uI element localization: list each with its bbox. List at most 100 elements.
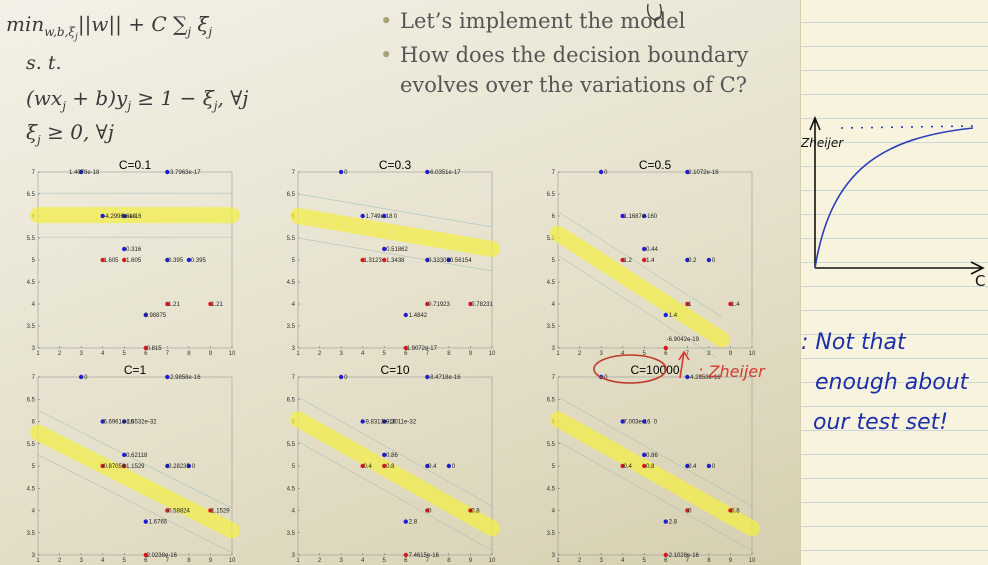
point-label: 0.28235	[168, 464, 190, 470]
blue-point	[663, 519, 668, 524]
plot-title: C=0.5	[639, 158, 672, 172]
point-label: 1.5532e-32	[126, 420, 157, 426]
y-tick-label: 4.5	[287, 280, 296, 286]
blue-point	[100, 419, 105, 424]
point-label: 0	[712, 464, 716, 470]
point-label: 1.2	[624, 258, 633, 264]
point-label: 0.8	[646, 464, 655, 470]
red-point	[403, 552, 408, 558]
svm-plot-svg: 1234567891033.544.555.566.570-4.2859e-16…	[547, 363, 760, 564]
point-label: 1.4842	[409, 313, 428, 319]
blue-point	[598, 169, 604, 175]
blue-point	[685, 169, 690, 175]
margin-line	[557, 255, 718, 358]
note-line-1: : Not that	[801, 330, 906, 355]
red-point	[100, 257, 105, 263]
blue-point	[642, 246, 647, 252]
red-point	[685, 508, 690, 513]
red-point	[165, 301, 170, 307]
margin-line	[557, 396, 753, 507]
point-label: 1.4	[669, 313, 678, 319]
point-label: -2.9858e-16	[168, 375, 201, 381]
point-label: 1.4078e-18	[69, 170, 100, 176]
blue-point	[186, 257, 192, 263]
red-point	[122, 257, 127, 263]
x-tick-label: 5	[383, 558, 387, 564]
plot-title: C=1	[124, 363, 147, 377]
point-label: -8.4718e-16	[428, 375, 461, 381]
point-label: 0	[604, 375, 608, 381]
y-tick-label: 3	[32, 346, 36, 352]
plot-c-10: 1234567891033.544.555.566.570-8.4718e-16…	[260, 363, 522, 565]
y-tick-label: 6.5	[287, 397, 296, 403]
x-tick-label: 4	[101, 558, 105, 564]
plot-title: C=10000	[630, 363, 679, 377]
x-tick-label: 1	[36, 558, 40, 564]
point-label: 1.3123	[364, 258, 383, 264]
red-point	[382, 257, 387, 263]
plot-title: C=0.3	[379, 158, 412, 172]
x-tick-label: 6	[664, 558, 668, 564]
y-tick-label: 5	[32, 464, 36, 470]
constraint-margin: (wxj + b)yj ≥ 1 − ξj, ∀j	[26, 86, 249, 113]
y-tick-label: 3.5	[287, 531, 296, 537]
y-tick-label: 3	[292, 553, 296, 559]
x-tick-label: 9	[469, 558, 473, 564]
point-label: 0	[428, 509, 432, 515]
x-tick-label: 7	[426, 558, 430, 564]
y-tick-label: 5.5	[287, 236, 296, 242]
x-tick-label: 10	[489, 351, 496, 357]
point-label: 1.21	[211, 302, 223, 308]
point-label: 2.0238e-16	[147, 553, 178, 559]
point-label: -4.2859e-16	[688, 375, 721, 381]
blue-point	[122, 213, 127, 219]
svm-plot-svg: 1234567891033.544.555.566.570-8.4718e-16…	[287, 363, 500, 564]
y-tick-label: 5	[552, 464, 556, 470]
point-label: 0.44	[646, 247, 658, 253]
point-label: 0.395	[191, 258, 207, 264]
y-tick-label: 3.5	[547, 324, 556, 330]
blue-point	[620, 213, 625, 219]
x-tick-label: 7	[686, 558, 690, 564]
x-tick-label: 7	[686, 351, 690, 357]
x-tick-label: 2	[58, 558, 62, 564]
point-label: 0.2	[688, 258, 697, 264]
y-tick-label: 6.5	[27, 192, 36, 198]
plot-title: C=10	[380, 363, 409, 377]
x-tick-label: 5	[643, 351, 647, 357]
red-point	[382, 463, 387, 469]
x-tick-label: 8	[707, 351, 711, 357]
blue-point	[425, 169, 430, 175]
x-tick-label: 2	[578, 558, 582, 564]
saturation-curve	[814, 127, 974, 269]
y-tick-label: 4	[292, 509, 296, 515]
sketch-graph	[809, 115, 985, 275]
point-label: 0.395	[168, 258, 184, 264]
red-point	[642, 257, 647, 263]
x-tick-label: 6	[664, 351, 668, 357]
svm-plot-svg: 1234567891033.544.555.566.570-6.0351e-17…	[287, 158, 500, 357]
point-label: 0.8	[471, 509, 480, 515]
point-label: 0.78231	[471, 302, 493, 308]
x-tick-label: 2	[58, 351, 62, 357]
red-point	[728, 508, 733, 513]
x-tick-label: 10	[229, 558, 236, 564]
x-tick-label: 10	[749, 558, 756, 564]
y-tick-label: 4	[292, 302, 296, 308]
y-tick-label: 5	[292, 464, 296, 470]
x-tick-label: 6	[404, 351, 408, 357]
x-tick-label: 5	[123, 558, 127, 564]
blue-point	[143, 312, 148, 318]
red-point	[403, 345, 408, 351]
point-label: 0	[84, 375, 88, 381]
point-label: 0.87059	[104, 464, 126, 470]
blue-point	[663, 312, 668, 318]
x-tick-label: 6	[144, 351, 148, 357]
x-tick-label: 9	[469, 351, 473, 357]
blue-point	[382, 452, 387, 458]
x-end-label: C	[975, 272, 986, 290]
point-label: 1.21	[168, 302, 180, 308]
margin-line	[557, 441, 753, 551]
x-tick-label: 8	[707, 558, 711, 564]
